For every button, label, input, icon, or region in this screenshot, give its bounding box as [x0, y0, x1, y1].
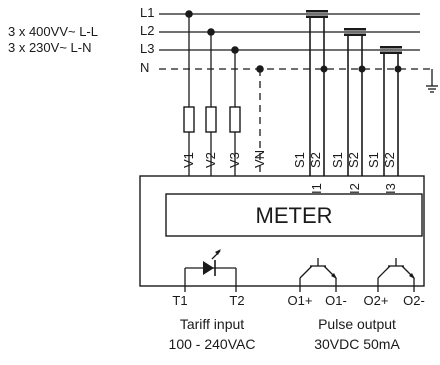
terminal-label-t2: T2 — [229, 293, 244, 308]
terminal-label-v2: V2 — [203, 152, 218, 168]
s2-return-links — [320, 65, 402, 73]
pulse-output-caption: Pulse output — [318, 316, 396, 332]
terminal-label-s2: S2 — [382, 152, 397, 168]
meter-title: METER — [256, 203, 333, 228]
supply-ll-label: 3 x 400VV~ L-L — [8, 24, 98, 39]
terminal-label-s2: S2 — [308, 152, 323, 168]
bus-label-l1: L1 — [140, 5, 154, 20]
bus-label-l3: L3 — [140, 41, 154, 56]
pulse-output-2-transistor-icon — [377, 258, 415, 292]
fuse-icon — [229, 106, 241, 133]
current-transformer-1 — [306, 10, 328, 176]
voltage-tap-v1 — [183, 10, 195, 176]
supply-ln-label: 3 x 230V~ L-N — [8, 40, 91, 55]
terminal-label-t1: T1 — [172, 293, 187, 308]
meter-display — [165, 193, 423, 237]
terminal-label-o2-minus: O2- — [403, 293, 425, 308]
bus-label-l2: L2 — [140, 23, 154, 38]
tariff-range-caption: 100 - 240VAC — [169, 336, 256, 352]
current-transformer-3 — [380, 46, 402, 176]
terminal-label-o1-minus: O1- — [325, 293, 347, 308]
pulse-rating-caption: 30VDC 50mA — [314, 336, 400, 352]
current-transformer-2 — [344, 28, 366, 176]
bus-label-n: N — [140, 60, 149, 75]
terminal-label-s1: S1 — [366, 152, 381, 168]
terminal-label-o2-plus: O2+ — [364, 293, 389, 308]
voltage-tap-v3 — [229, 46, 241, 176]
terminal-label-s2: S2 — [346, 152, 361, 168]
tariff-input-led-icon — [184, 249, 237, 292]
terminal-label-o1-plus: O1+ — [288, 293, 313, 308]
terminal-label-vn: VN — [252, 150, 267, 168]
fuse-icon — [205, 106, 217, 133]
neutral-tap-vn — [256, 65, 264, 176]
current-input-i1: I1 — [309, 183, 324, 194]
terminal-label-s1: S1 — [330, 152, 345, 168]
voltage-tap-v2 — [205, 28, 217, 176]
pulse-output-1-transistor-icon — [299, 258, 337, 292]
current-input-i3: I3 — [383, 183, 398, 194]
ground-icon — [426, 69, 438, 93]
terminal-label-v1: V1 — [181, 152, 196, 168]
fuse-icon — [183, 106, 195, 133]
tariff-input-caption: Tariff input — [180, 316, 244, 332]
current-input-i2: I2 — [347, 183, 362, 194]
terminal-label-v3: V3 — [227, 152, 242, 168]
terminal-label-s1: S1 — [292, 152, 307, 168]
